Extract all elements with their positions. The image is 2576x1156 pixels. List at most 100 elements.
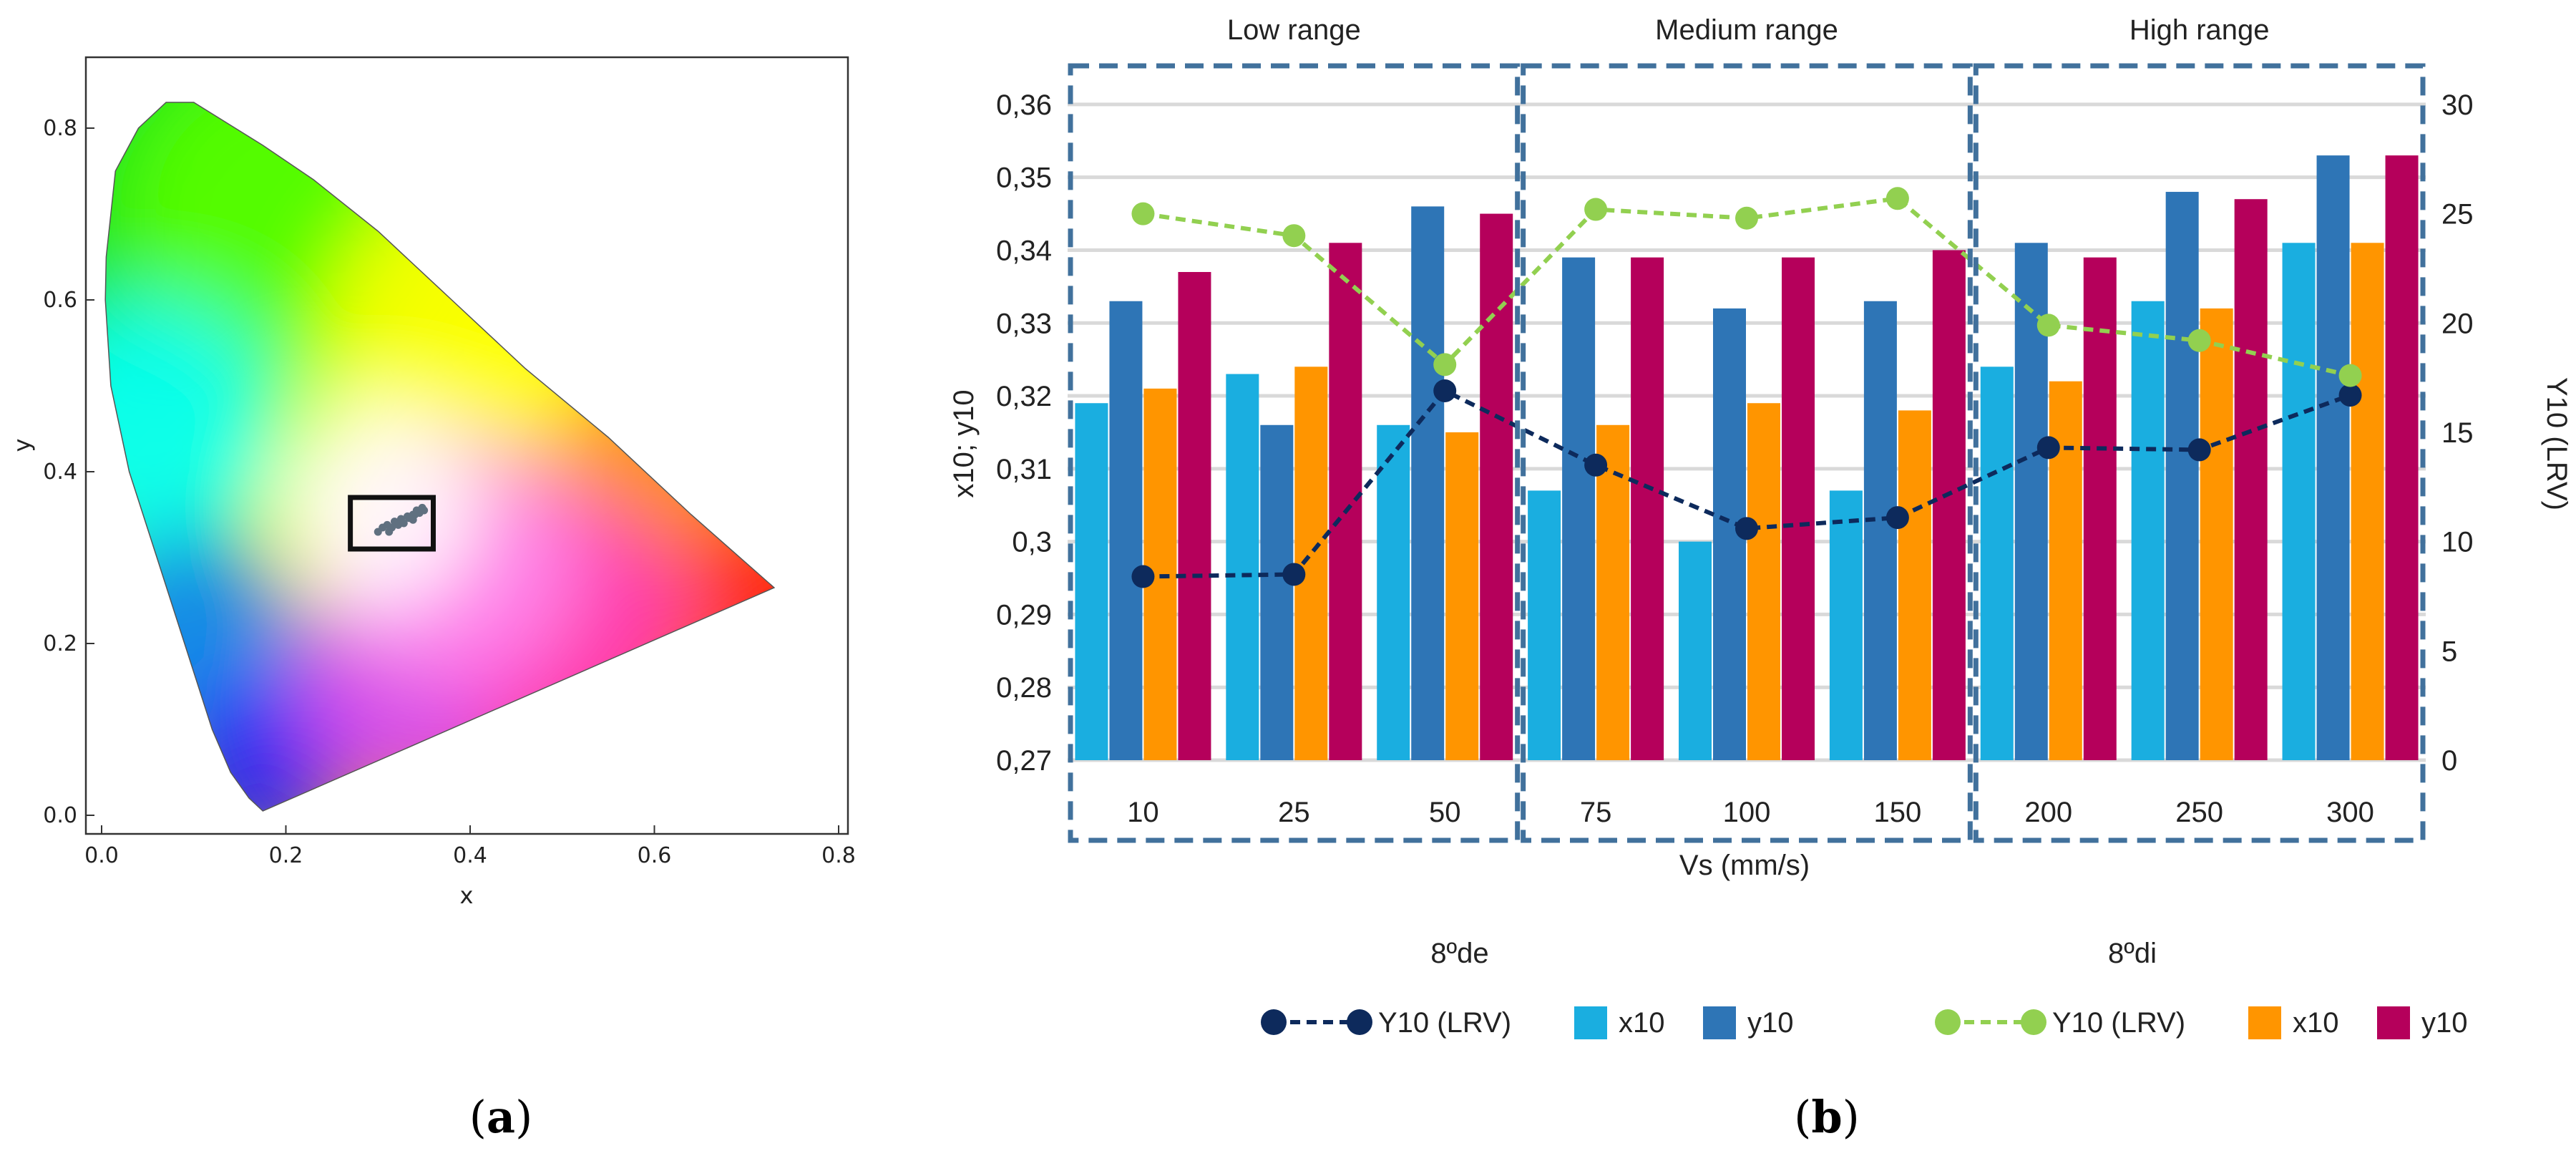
left-axis-ticks: 0,27 0,28 0,29 0,3 0,31 0,32 0,33 0,34 0,35 0,36 <box>996 89 1052 777</box>
right-tick-label: 15 <box>2441 417 2474 449</box>
left-tick-label: 0,31 <box>996 454 1052 485</box>
bar-8di-x10-75 <box>1596 424 1630 760</box>
bar-8di-y10-50 <box>1480 213 1513 760</box>
bar-8de-x10-150 <box>1829 490 1863 760</box>
cie-chromaticity-panel: 0.0 0.2 0.4 0.6 0.8 0.0 0.2 0.4 0.6 0.8 x y (a) <box>9 56 856 1143</box>
bar-8de-y10-150 <box>1863 301 1897 760</box>
bar-8de-x10-75 <box>1528 490 1561 760</box>
legend-label: Y10 (LRV) <box>1378 1007 1511 1039</box>
legend-marker <box>1347 1009 1372 1035</box>
x-tick-label: 0.2 <box>269 843 303 868</box>
legend-marker <box>1261 1009 1287 1035</box>
legend-label: y10 <box>2421 1007 2468 1039</box>
right-tick-label: 25 <box>2441 199 2474 230</box>
y-tick-label: 0.4 <box>43 460 77 485</box>
y-axis-ticks: 0.0 0.2 0.4 0.6 0.8 <box>43 116 94 828</box>
left-tick-label: 0,28 <box>996 672 1052 704</box>
left-tick-label: 0,3 <box>1012 527 1052 558</box>
chromaticity-point <box>418 503 426 512</box>
legend-marker <box>1935 1009 1961 1035</box>
category-label: 150 <box>1874 797 1922 828</box>
chromaticity-points <box>374 503 429 536</box>
bar-8di-x10-25 <box>1294 366 1328 760</box>
line-marker-8de <box>1282 563 1306 586</box>
line-marker-8de <box>2187 438 2211 462</box>
cie-color-gamut <box>105 102 774 811</box>
gamut-blob <box>105 298 278 559</box>
gamut-blob <box>691 509 774 658</box>
legend: 8ºde Y10 (LRV) x10 y10 8ºdi Y10 (LRV) x10 y10 <box>1261 938 2468 1039</box>
range-label: Medium range <box>1655 14 1838 46</box>
right-axis-ticks: 0 5 10 15 20 25 30 <box>2441 89 2474 777</box>
line-marker-8di <box>2187 329 2211 352</box>
category-label: 250 <box>2175 797 2223 828</box>
line-marker-8di <box>1282 224 1306 248</box>
bars <box>1075 155 2419 761</box>
gamut-blob <box>275 404 481 608</box>
range-box <box>1068 63 1521 843</box>
range-labels: Low range Medium range High range <box>1227 14 2270 46</box>
right-tick-label: 5 <box>2441 636 2457 667</box>
legend-label: Y10 (LRV) <box>2052 1007 2185 1039</box>
y-axis-label: y <box>9 439 36 452</box>
legend-swatch <box>2377 1006 2410 1039</box>
range-box <box>1973 63 2426 843</box>
legend-swatch <box>1574 1006 1607 1039</box>
line-marker-8de <box>2036 436 2060 460</box>
left-tick-label: 0,27 <box>996 745 1052 777</box>
category-label: 100 <box>1723 797 1771 828</box>
x-tick-label: 0.0 <box>84 843 119 868</box>
bar-8di-x10-50 <box>1445 432 1479 760</box>
right-tick-label: 0 <box>2441 745 2457 777</box>
legend-swatch <box>1703 1006 1736 1039</box>
bar-8de-x10-250 <box>2131 301 2165 760</box>
legend-label: y10 <box>1747 1007 1794 1039</box>
line-marker-8di <box>1735 206 1758 230</box>
legend-label: x10 <box>2293 1007 2339 1039</box>
right-tick-label: 20 <box>2441 308 2474 339</box>
panel-b-label: (b) <box>1794 1091 1860 1143</box>
x-tick-label: 0.8 <box>821 843 856 868</box>
line-marker-8de <box>1885 506 1909 530</box>
line-marker-8di <box>1433 353 1457 377</box>
line-marker-8de <box>1584 453 1608 477</box>
bar-8de-y10-25 <box>1260 424 1294 760</box>
bar-8di-y10-150 <box>1932 250 1966 760</box>
lrv-lines <box>1131 187 2362 588</box>
line-8de <box>1143 388 2351 579</box>
category-label: 25 <box>1278 797 1310 828</box>
y-tick-label: 0.0 <box>43 803 77 828</box>
legend-marker <box>2021 1009 2046 1035</box>
range-label: High range <box>2129 14 2270 46</box>
bar-8di-y10-75 <box>1631 257 1664 761</box>
bar-8de-x10-100 <box>1679 541 1712 760</box>
cie-plot-frame <box>84 56 849 835</box>
chromaticity-point <box>385 528 394 536</box>
right-axis-title: Y10 (LRV) <box>2541 377 2572 510</box>
category-label: 300 <box>2326 797 2374 828</box>
legend-label: x10 <box>1619 1007 1665 1039</box>
bar-8de-x10-10 <box>1075 403 1108 760</box>
gamut-blend <box>105 102 774 811</box>
y-tick-label: 0.2 <box>43 631 77 656</box>
category-label: 75 <box>1580 797 1612 828</box>
category-label: 50 <box>1429 797 1461 828</box>
bar-8di-y10-100 <box>1782 257 1815 761</box>
x-axis-label: x <box>460 882 474 909</box>
bar-8di-y10-200 <box>2083 257 2117 761</box>
range-box <box>1521 63 1973 843</box>
left-tick-label: 0,34 <box>996 235 1052 266</box>
bar-8di-y10-250 <box>2234 199 2268 760</box>
chromaticity-point <box>394 520 403 529</box>
bar-8de-y10-10 <box>1109 301 1143 760</box>
line-marker-8di <box>1584 198 1608 221</box>
panel-a-label: (a) <box>469 1091 533 1143</box>
bar-8de-y10-50 <box>1411 206 1445 760</box>
bar-line-panel: Low range Medium range High range 0,27 0,28… <box>948 14 2572 1143</box>
highlight-box <box>348 495 436 552</box>
bar-8de-x10-200 <box>1980 366 2014 760</box>
line-marker-8de <box>1433 379 1457 402</box>
category-label: 200 <box>2024 797 2072 828</box>
line-marker-8de <box>1131 565 1155 588</box>
